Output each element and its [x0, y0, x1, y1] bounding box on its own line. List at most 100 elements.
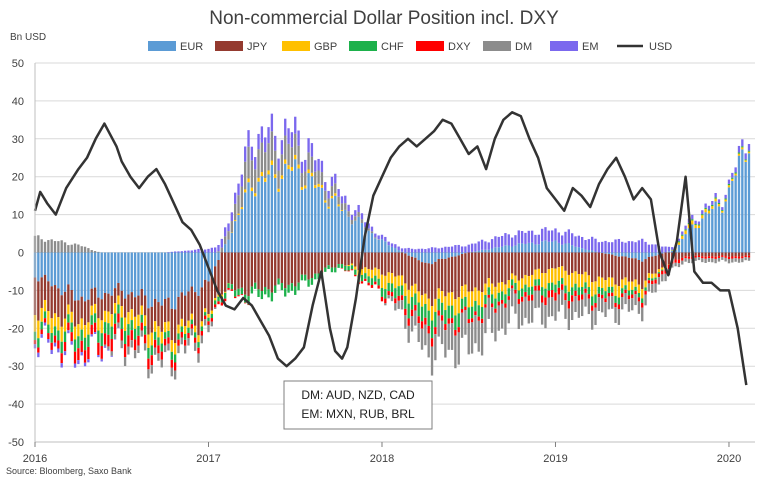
- bar-segment-dxy: [527, 295, 530, 301]
- bar-segment-dm: [210, 321, 213, 327]
- bar-segment-dm: [280, 154, 284, 176]
- bar-segment-jpy: [297, 252, 300, 283]
- bar-segment-gbp: [210, 310, 213, 314]
- bar-segment-gbp: [234, 220, 237, 222]
- bar-segment-dxy: [37, 347, 40, 353]
- bar-segment-eur: [197, 252, 200, 296]
- bar-segment-chf: [497, 292, 500, 302]
- bar-segment-eur: [667, 251, 671, 253]
- bar-segment-dm: [524, 296, 527, 318]
- bar-segment-jpy: [677, 252, 681, 260]
- bar-segment-dxy: [577, 295, 581, 301]
- bar-segment-dm: [517, 303, 520, 330]
- bar-segment-gbp: [707, 210, 711, 214]
- bar-segment-dxy: [63, 341, 67, 352]
- bar-segment-jpy: [741, 252, 744, 257]
- bar-segment-eur: [390, 246, 394, 253]
- bar-segment-chf: [641, 298, 644, 303]
- bar-segment-eur: [224, 244, 227, 253]
- bar-segment-jpy: [527, 252, 530, 277]
- bar-segment-em: [534, 234, 537, 245]
- bar-segment-dm: [424, 324, 427, 346]
- bar-segment-chf: [737, 152, 741, 154]
- bar-segment-eur: [127, 252, 130, 295]
- bar-segment-jpy: [163, 298, 167, 323]
- bar-segment-eur: [647, 252, 651, 257]
- bar-segment-dm: [717, 257, 721, 262]
- bar-segment-eur: [297, 168, 300, 253]
- bar-segment-dm: [314, 171, 317, 186]
- bar-segment-gbp: [103, 310, 107, 323]
- bar-segment-dxy: [651, 280, 654, 285]
- bar-segment-chf: [427, 310, 430, 326]
- bar-segment-dxy: [614, 302, 617, 308]
- bar-segment-chf: [621, 288, 624, 294]
- bar-segment-eur: [183, 252, 187, 296]
- bar-segment-gbp: [734, 173, 737, 176]
- bar-segment-chf: [290, 283, 294, 291]
- bar-segment-dm: [377, 239, 380, 240]
- bar-segment-dm: [554, 300, 557, 321]
- bar-segment-dxy: [340, 268, 344, 269]
- bar-segment-jpy: [117, 283, 120, 296]
- bar-segment-dm: [274, 150, 277, 175]
- bar-segment-eur: [83, 252, 87, 302]
- bar-segment-dxy: [631, 294, 634, 299]
- bar-segment-gbp: [374, 267, 377, 276]
- bar-segment-dxy: [410, 309, 414, 316]
- bar-segment-jpy: [137, 295, 140, 315]
- bar-segment-em: [581, 236, 584, 249]
- bar-segment-chf: [460, 298, 464, 309]
- bar-segment-dm: [560, 289, 564, 305]
- annotation-box: DM: AUD, NZD, CAD EM: MXN, RUB, BRL: [283, 380, 433, 430]
- bar-segment-gbp: [320, 184, 324, 188]
- bar-segment-dm: [420, 328, 424, 350]
- bar-segment-chf: [624, 285, 627, 290]
- bar-segment-dxy: [407, 318, 410, 326]
- bar-segment-gbp: [704, 208, 707, 213]
- bar-segment-em: [97, 354, 100, 358]
- bar-segment-em: [173, 251, 177, 253]
- bar-segment-chf: [310, 278, 314, 285]
- bar-segment-jpy: [93, 287, 97, 304]
- bar-segment-eur: [327, 208, 330, 253]
- bar-segment-em: [524, 232, 527, 244]
- bar-segment-gbp: [277, 188, 280, 192]
- y-tick-label: 50: [12, 58, 24, 70]
- bar-segment-gbp: [270, 160, 274, 165]
- bar-segment-eur: [367, 230, 370, 253]
- bar-segment-gbp: [524, 274, 527, 285]
- bar-segment-jpy: [244, 252, 247, 295]
- bar-segment-eur: [387, 245, 390, 253]
- bar-segment-gbp: [354, 266, 357, 270]
- bar-segment-dxy: [230, 289, 234, 291]
- bar-segment-chf: [444, 310, 447, 325]
- bar-segment-eur: [604, 252, 607, 254]
- bar-segment-gbp: [604, 280, 607, 292]
- bar-segment-em: [67, 330, 70, 334]
- bar-segment-em: [364, 222, 367, 228]
- bar-segment-eur: [747, 153, 751, 253]
- bar-segment-em: [87, 359, 90, 363]
- bar-segment-gbp: [147, 334, 150, 348]
- legend-label-dm: DM: [515, 41, 532, 53]
- bar-segment-eur: [564, 243, 567, 253]
- bar-segment-gbp: [414, 283, 417, 294]
- bar-segment-dm: [67, 245, 70, 253]
- bar-segment-dm: [384, 303, 387, 306]
- bar-segment-eur: [380, 239, 384, 253]
- usd-line-layer: [33, 111, 748, 386]
- bar-segment-em: [470, 243, 474, 252]
- bar-segment-dxy: [707, 256, 711, 259]
- bar-segment-jpy: [133, 297, 137, 317]
- bar-segment-eur: [450, 252, 454, 257]
- bar-segment-jpy: [307, 252, 310, 280]
- bar-segment-chf: [57, 330, 60, 341]
- bar-segment-em: [170, 251, 173, 253]
- bar-segment-chf: [520, 288, 524, 297]
- bar-segment-chf: [87, 334, 90, 347]
- bar-segment-dxy: [427, 325, 430, 334]
- bar-segment-gbp: [213, 298, 217, 301]
- bar-segment-em: [547, 230, 550, 242]
- bar-segment-dm: [714, 258, 717, 264]
